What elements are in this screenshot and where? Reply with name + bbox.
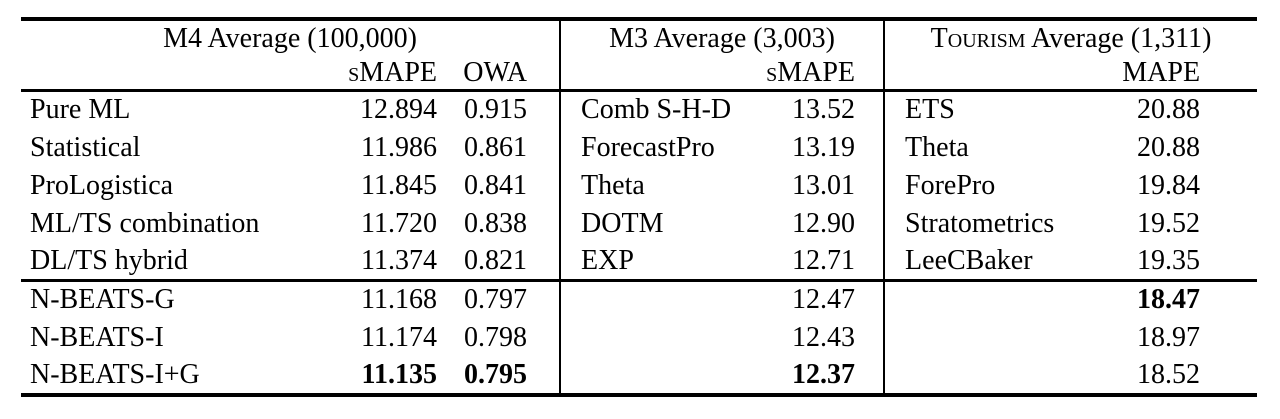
- m4-owa-value: 0.797: [437, 279, 561, 319]
- m3-smape-value: 12.43: [792, 321, 856, 353]
- tourism-mape-value: 18.52: [1137, 358, 1201, 390]
- m4-smape-header: sMAPE: [330, 57, 437, 92]
- m3-smape-value: 12.90: [792, 207, 856, 239]
- m4-metric-spacer: [21, 57, 330, 92]
- m4-owa-value: 0.861: [464, 131, 528, 163]
- table-row: Statistical 11.986 0.861 ForecastPro 13.…: [21, 128, 1257, 167]
- m3-smape-value: 13.52: [792, 94, 856, 126]
- m4-panel-title: M4 Average (100,000): [163, 23, 417, 54]
- m3-metric-spacer: [559, 57, 753, 92]
- m4-owa-header: OWA: [437, 57, 561, 92]
- tourism-model-label: Stratometrics: [883, 204, 1085, 243]
- tourism-panel-title: Tourism Average (1,311): [883, 19, 1258, 57]
- table-row: N-BEATS-I 11.174 0.798 12.43 18.97: [21, 318, 1257, 357]
- m4-owa-value: 0.915: [464, 94, 528, 126]
- tourism-title-rest: Average (1,311): [1031, 23, 1212, 54]
- tourism-mape-header: MAPE: [1084, 57, 1258, 92]
- m3-smape-value: 12.47: [752, 279, 885, 319]
- m3-model-label: [559, 279, 753, 319]
- tourism-smallcaps-text: Tourism: [930, 23, 1026, 54]
- tourism-model-label: ForePro: [883, 166, 1085, 205]
- tourism-model-label: LeeCBaker: [883, 242, 1085, 281]
- m4-smape-value: 11.845: [361, 169, 437, 201]
- results-table: M4 Average (100,000) M3 Average (3,003) …: [21, 17, 1258, 397]
- m4-model-label: Pure ML: [30, 94, 131, 126]
- tourism-model-label: [883, 356, 1085, 395]
- tourism-model-label: [883, 279, 1085, 319]
- metric-header-row: sMAPE OWA sMAPE MAPE: [21, 57, 1258, 92]
- m3-model-label: ForecastPro: [559, 128, 753, 167]
- tourism-mape-value: 18.47: [1084, 279, 1258, 319]
- m3-model-label: Comb S-H-D: [559, 90, 753, 129]
- m4-model-label: ML/TS combination: [30, 207, 260, 239]
- m3-smape-value: 12.71: [792, 244, 856, 276]
- tourism-mape-value: 19.35: [1137, 244, 1201, 276]
- m4-smape-value: 11.168: [330, 279, 437, 319]
- m4-owa-value: 0.838: [464, 207, 528, 239]
- tourism-mape-value: 18.97: [1137, 321, 1201, 353]
- tourism-model-label: ETS: [883, 90, 1085, 129]
- tourism-mape-value: 19.52: [1137, 207, 1201, 239]
- m4-owa-value: 0.798: [464, 321, 528, 353]
- tourism-model-label: Theta: [883, 128, 1085, 167]
- tourism-mape-value: 20.88: [1137, 131, 1201, 163]
- m4-smape-value: 11.174: [361, 321, 437, 353]
- m3-smape-value: 12.37: [792, 358, 856, 390]
- m4-smape-value: 11.986: [361, 131, 437, 163]
- m4-smape-value: 12.894: [360, 94, 437, 126]
- table-row: N-BEATS-G 11.168 0.797 12.47 18.47: [21, 279, 1258, 319]
- m3-smape-header: sMAPE: [752, 57, 885, 92]
- table-row: N-BEATS-I+G 11.135 0.795 12.37 18.52: [21, 356, 1257, 395]
- table-row: ProLogistica 11.845 0.841 Theta 13.01 Fo…: [21, 166, 1257, 205]
- table-row: Pure ML 12.894 0.915 Comb S-H-D 13.52 ET…: [21, 90, 1257, 129]
- m3-model-label: DOTM: [559, 204, 753, 243]
- m3-model-label: [559, 356, 753, 395]
- m4-model-label: Statistical: [30, 131, 141, 163]
- table-row: ML/TS combination 11.720 0.838 DOTM 12.9…: [21, 204, 1257, 243]
- tourism-metric-spacer: [883, 57, 1085, 92]
- m4-model-label: DL/TS hybrid: [30, 244, 188, 276]
- m4-model-label: N-BEATS-G: [21, 279, 330, 319]
- m4-owa-value: 0.841: [464, 169, 528, 201]
- table-row: DL/TS hybrid 11.374 0.821 EXP 12.71 LeeC…: [21, 242, 1257, 281]
- m4-smape-value: 11.720: [361, 207, 437, 239]
- m3-panel-title: M3 Average (3,003): [559, 19, 885, 57]
- m3-model-label: [559, 318, 753, 357]
- tourism-mape-value: 20.88: [1137, 94, 1201, 126]
- m4-smape-value: 11.135: [361, 358, 437, 390]
- panel-title-row: M4 Average (100,000) M3 Average (3,003) …: [21, 19, 1258, 57]
- m3-model-label: EXP: [559, 242, 753, 281]
- m3-smape-value: 13.19: [792, 131, 856, 163]
- m4-model-label: N-BEATS-I: [30, 321, 164, 353]
- nbeats-models-section: N-BEATS-G 11.168 0.797 12.47 18.47 N-BEA…: [21, 279, 1258, 395]
- m4-model-label: N-BEATS-I+G: [30, 358, 200, 390]
- m4-owa-value: 0.821: [464, 244, 528, 276]
- tourism-mape-value: 19.84: [1137, 169, 1201, 201]
- baseline-models-section: Pure ML 12.894 0.915 Comb S-H-D 13.52 ET…: [21, 90, 1257, 281]
- m3-model-label: Theta: [559, 166, 753, 205]
- m4-owa-value: 0.795: [464, 358, 528, 390]
- tourism-model-label: [883, 318, 1085, 357]
- m4-model-label: ProLogistica: [30, 169, 174, 201]
- m3-smape-value: 13.01: [792, 169, 856, 201]
- m4-smape-value: 11.374: [361, 244, 437, 276]
